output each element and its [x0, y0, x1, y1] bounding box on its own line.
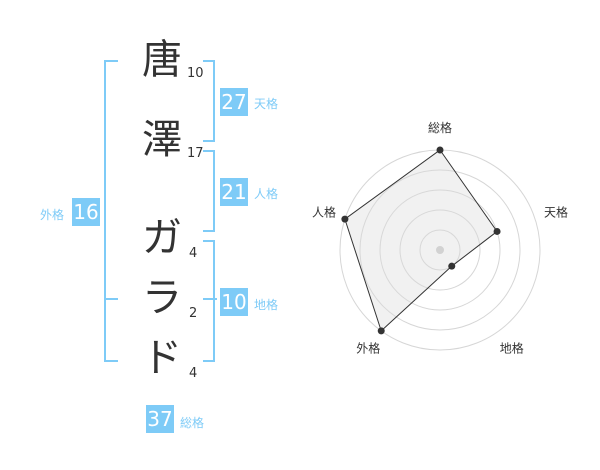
stroke-count: 4: [189, 246, 198, 261]
radar-ring: [399, 209, 481, 291]
tenkaku-bracket: [203, 60, 215, 142]
name-char: 唐: [142, 37, 182, 83]
radar-axis-label: 地格: [500, 341, 524, 356]
radar-ring: [379, 189, 501, 311]
name-char: ド: [142, 335, 182, 381]
radar-point: [436, 146, 444, 154]
name-char: 澤: [142, 117, 182, 163]
soukaku-value: 37: [146, 405, 174, 433]
stroke-count: 17: [187, 146, 204, 161]
name-char: ガ: [142, 215, 182, 261]
bracket-tick: [104, 298, 118, 300]
soukaku-label: 総格: [180, 416, 205, 430]
radar-point: [341, 215, 349, 223]
jinkaku-bracket: [203, 150, 215, 232]
radar-axis-label: 総格: [428, 120, 452, 135]
radar-ring: [419, 229, 461, 271]
radar-axis-label: 人格: [312, 204, 336, 219]
radar-axis-label: 天格: [544, 204, 568, 219]
jinkaku-label: 人格: [254, 187, 279, 201]
radar-point: [377, 327, 385, 335]
tenkaku-label: 天格: [254, 97, 279, 111]
stroke-count: 2: [189, 306, 198, 321]
chikaku-bracket: [203, 240, 215, 362]
jinkaku-value: 21: [220, 178, 248, 206]
gaikaku-bracket: [104, 60, 118, 362]
radar-point: [493, 227, 501, 235]
gaikaku-value: 16: [72, 198, 100, 226]
stroke-count: 4: [189, 366, 198, 381]
radar-ring: [359, 169, 521, 331]
chikaku-label: 地格: [254, 298, 279, 312]
stroke-count: 10: [187, 66, 204, 81]
radar-area: [344, 149, 498, 332]
tenkaku-value: 27: [220, 88, 248, 116]
radar-center: [436, 246, 444, 254]
bracket-tick: [203, 298, 217, 300]
radar-point: [448, 262, 456, 270]
radar-axis-label: 外格: [356, 341, 380, 356]
chikaku-value: 10: [220, 288, 248, 316]
name-char: ラ: [142, 275, 182, 321]
gaikaku-label: 外格: [40, 208, 65, 222]
